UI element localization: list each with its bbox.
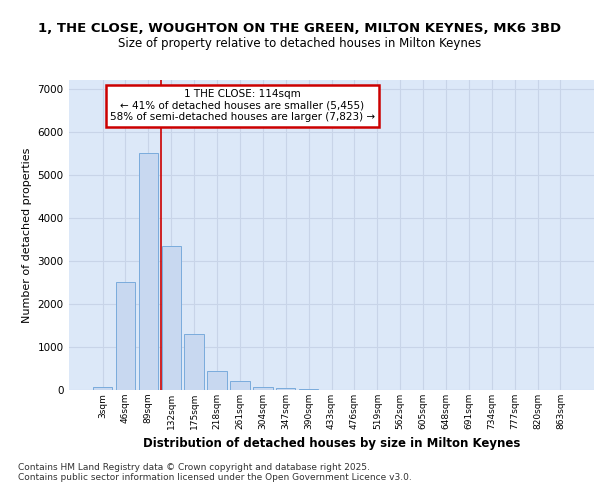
- Text: Size of property relative to detached houses in Milton Keynes: Size of property relative to detached ho…: [118, 38, 482, 51]
- Bar: [230, 382, 250, 390]
- X-axis label: Distribution of detached houses by size in Milton Keynes: Distribution of detached houses by size …: [143, 438, 520, 450]
- Text: Contains HM Land Registry data © Crown copyright and database right 2025.
Contai: Contains HM Land Registry data © Crown c…: [18, 463, 412, 482]
- Text: 1, THE CLOSE, WOUGHTON ON THE GREEN, MILTON KEYNES, MK6 3BD: 1, THE CLOSE, WOUGHTON ON THE GREEN, MIL…: [38, 22, 562, 36]
- Bar: [184, 334, 204, 390]
- Bar: [93, 386, 112, 390]
- Text: 1 THE CLOSE: 114sqm
← 41% of detached houses are smaller (5,455)
58% of semi-det: 1 THE CLOSE: 114sqm ← 41% of detached ho…: [110, 90, 375, 122]
- Bar: [253, 386, 272, 390]
- Bar: [208, 372, 227, 390]
- Bar: [161, 246, 181, 390]
- Bar: [139, 153, 158, 390]
- Bar: [299, 388, 319, 390]
- Y-axis label: Number of detached properties: Number of detached properties: [22, 148, 32, 322]
- Bar: [116, 282, 135, 390]
- Bar: [276, 388, 295, 390]
